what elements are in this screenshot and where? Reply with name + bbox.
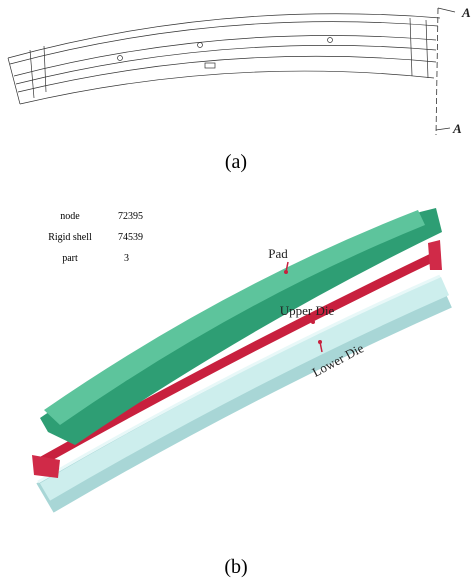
drawing: A A — [7, 5, 471, 136]
pad-body — [40, 208, 442, 445]
upper-die-end — [428, 240, 442, 270]
pad-face — [44, 210, 425, 425]
pad — [40, 208, 442, 445]
caption: (b) — [224, 556, 247, 578]
table-value: 72395 — [118, 211, 143, 222]
leader-dot — [284, 270, 288, 274]
table-key: Rigid shell — [48, 232, 92, 243]
edge — [17, 55, 437, 93]
edge — [15, 45, 437, 85]
section-arrow — [435, 7, 456, 131]
hole — [117, 55, 123, 61]
table-value: 3 — [124, 253, 129, 264]
section-label: A — [452, 121, 462, 136]
table-key: part — [62, 253, 78, 264]
model-table: node 72395 Rigid shell 74539 part 3 — [48, 211, 143, 264]
leader-dot — [311, 320, 315, 324]
lower-die-face — [39, 276, 450, 501]
part-label: Upper Die — [280, 303, 335, 318]
hole — [197, 42, 203, 48]
leader-dot — [318, 340, 322, 344]
section-line — [435, 7, 439, 136]
caption: (a) — [225, 151, 247, 173]
lower-die-edge — [37, 274, 441, 484]
edge — [19, 70, 435, 105]
upper-die — [32, 240, 442, 478]
table-value: 74539 — [118, 232, 143, 243]
hole — [327, 37, 333, 43]
section-label: A — [461, 5, 471, 20]
table-key: node — [60, 211, 80, 222]
upper-die-body — [37, 250, 440, 466]
edge — [7, 17, 429, 105]
slot — [204, 62, 216, 69]
part-label: Pad — [268, 246, 288, 261]
upper-die-end — [32, 455, 60, 478]
edge — [9, 21, 439, 65]
edge — [13, 35, 437, 77]
lower-die — [36, 274, 452, 513]
edge — [7, 13, 441, 59]
